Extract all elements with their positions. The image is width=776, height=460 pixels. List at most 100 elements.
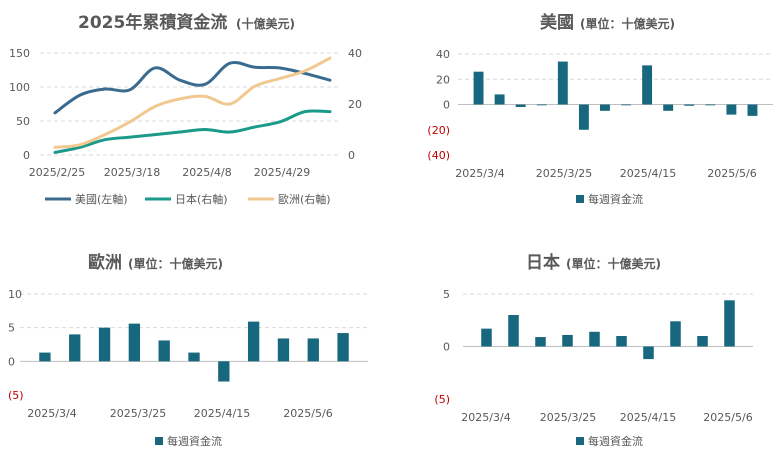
chart-title: 日本: [526, 252, 560, 273]
y-left-tick-label: 100: [9, 81, 30, 94]
axis-ticks: 0 50 100 150 0 20 40 2025/2/25 2025/3/18 2025/4/8…: [9, 47, 362, 179]
y-right-tick-label: 20: [348, 98, 362, 111]
chart-subtitle: (十億美元): [236, 16, 295, 31]
bar: [494, 94, 505, 105]
x-tick-label: 2025/3/25: [536, 167, 592, 180]
axis-ticks: 10 5 0 (5)2025/3/4 2025/3/25 2025/4/15 2025/5/…: [8, 288, 333, 420]
bar: [621, 104, 631, 106]
legend-label: 日本(右軸): [175, 192, 228, 206]
bar: [337, 333, 349, 362]
cumulative-flow-chart: 2025年累積資金流 (十億美元) 0 50 100 150 0 20 40 2025/2/2…: [9, 12, 362, 206]
y-tick-label: (5): [434, 393, 450, 406]
y-tick-label: 5: [8, 322, 15, 335]
bar: [705, 104, 716, 106]
bar: [69, 334, 81, 362]
chart-subtitle: (單位：十億美元): [580, 16, 675, 31]
y-left-tick-label: 0: [23, 149, 30, 162]
bar: [515, 104, 526, 108]
chart-title: 美國: [540, 12, 574, 33]
bar: [128, 323, 141, 362]
axis-ticks: 40 20 0 (20) (40) 2025/3/4 2025/3/25 2025/4/15 2…: [427, 48, 756, 180]
gridlines: [40, 52, 340, 156]
chart-title: 2025年累積資金流: [78, 12, 227, 33]
x-tick-label: 2025/2/25: [29, 166, 85, 179]
bar: [589, 331, 600, 347]
y-tick-label: 20: [436, 73, 450, 86]
y-tick-label: (20): [427, 124, 450, 137]
bar: [277, 338, 290, 362]
bar: [508, 315, 519, 347]
series-line-europe: [53, 56, 332, 149]
y-right-tick-label: 0: [348, 149, 355, 162]
bar: [616, 336, 627, 347]
y-tick-label: 5: [443, 288, 450, 301]
x-tick-label: 2025/3/25: [540, 411, 596, 424]
axis-ticks: 5 0 (5) 2025/3/4 2025/3/25 2025/4/15 2025/5/6: [434, 288, 752, 424]
bar: [535, 337, 546, 347]
legend: 每週資金流: [155, 434, 222, 448]
bars: [39, 321, 349, 382]
y-left-tick-label: 150: [9, 47, 30, 60]
legend-label: 每週資金流: [588, 192, 643, 206]
japan-weekly-flow-chart: 日本 (單位：十億美元) 5 0 (5) 2025/3/4 2025/3/25 2025/…: [434, 252, 753, 448]
chart-subtitle: (單位：十億美元): [128, 256, 223, 271]
legend: 每週資金流: [576, 434, 643, 448]
bar: [218, 361, 230, 382]
x-tick-label: 2025/5/6: [703, 411, 752, 424]
bar: [473, 71, 484, 105]
legend-swatch: [576, 437, 584, 445]
legend-label: 歐洲(右軸): [278, 192, 331, 206]
legend-swatch: [155, 437, 163, 445]
y-tick-label: 40: [436, 48, 450, 61]
bar: [697, 336, 708, 347]
legend: 美國(左軸) 日本(右軸) 歐洲(右軸): [45, 192, 331, 206]
y-tick-label: (40): [427, 149, 450, 162]
x-tick-label: 2025/4/29: [254, 166, 310, 179]
series-lines: [53, 56, 332, 154]
y-tick-label: 10: [8, 288, 22, 301]
bar: [98, 327, 111, 362]
x-tick-label: 2025/3/4: [461, 411, 510, 424]
bars: [473, 61, 758, 130]
legend-label: 每週資金流: [167, 434, 222, 448]
x-tick-label: 2025/3/4: [27, 407, 76, 420]
bar: [600, 104, 610, 111]
legend: 每週資金流: [576, 192, 643, 206]
bar: [663, 104, 674, 111]
x-tick-label: 2025/5/6: [707, 167, 756, 180]
bar: [670, 321, 681, 347]
y-tick-label: 0: [443, 341, 450, 354]
bar: [557, 61, 568, 105]
legend-swatch: [576, 195, 584, 203]
bar: [578, 104, 589, 130]
bar: [642, 65, 653, 105]
bar: [562, 334, 573, 347]
x-tick-label: 2025/3/18: [104, 166, 160, 179]
gridlines: [458, 53, 773, 105]
y-right-tick-label: 40: [348, 47, 362, 60]
series-line-us: [53, 61, 332, 115]
x-tick-label: 2025/4/8: [182, 166, 231, 179]
bar: [643, 346, 654, 360]
legend-label: 每週資金流: [588, 434, 643, 448]
bar: [188, 352, 200, 362]
bar: [724, 300, 735, 347]
chart-subtitle: (單位：十億美元): [566, 256, 661, 271]
europe-weekly-flow-chart: 歐洲 (單位：十億美元) 10 5 0 (5)2025/3/4 2025/3/25 202…: [8, 252, 368, 448]
y-left-tick-label: 50: [16, 115, 30, 128]
gridlines: [463, 293, 753, 347]
bar: [536, 104, 547, 106]
y-tick-label: 0: [443, 99, 450, 112]
series-line-japan: [53, 109, 332, 154]
bar: [39, 352, 51, 362]
bar: [747, 104, 758, 116]
y-tick-label: (5): [8, 389, 24, 402]
chart-title: 歐洲: [88, 252, 122, 273]
bar: [684, 104, 695, 106]
x-tick-label: 2025/5/6: [283, 407, 332, 420]
bar: [726, 104, 737, 115]
y-tick-label: 0: [8, 355, 15, 368]
bar: [158, 340, 170, 362]
legend-label: 美國(左軸): [75, 192, 128, 206]
x-tick-label: 2025/3/4: [455, 167, 504, 180]
